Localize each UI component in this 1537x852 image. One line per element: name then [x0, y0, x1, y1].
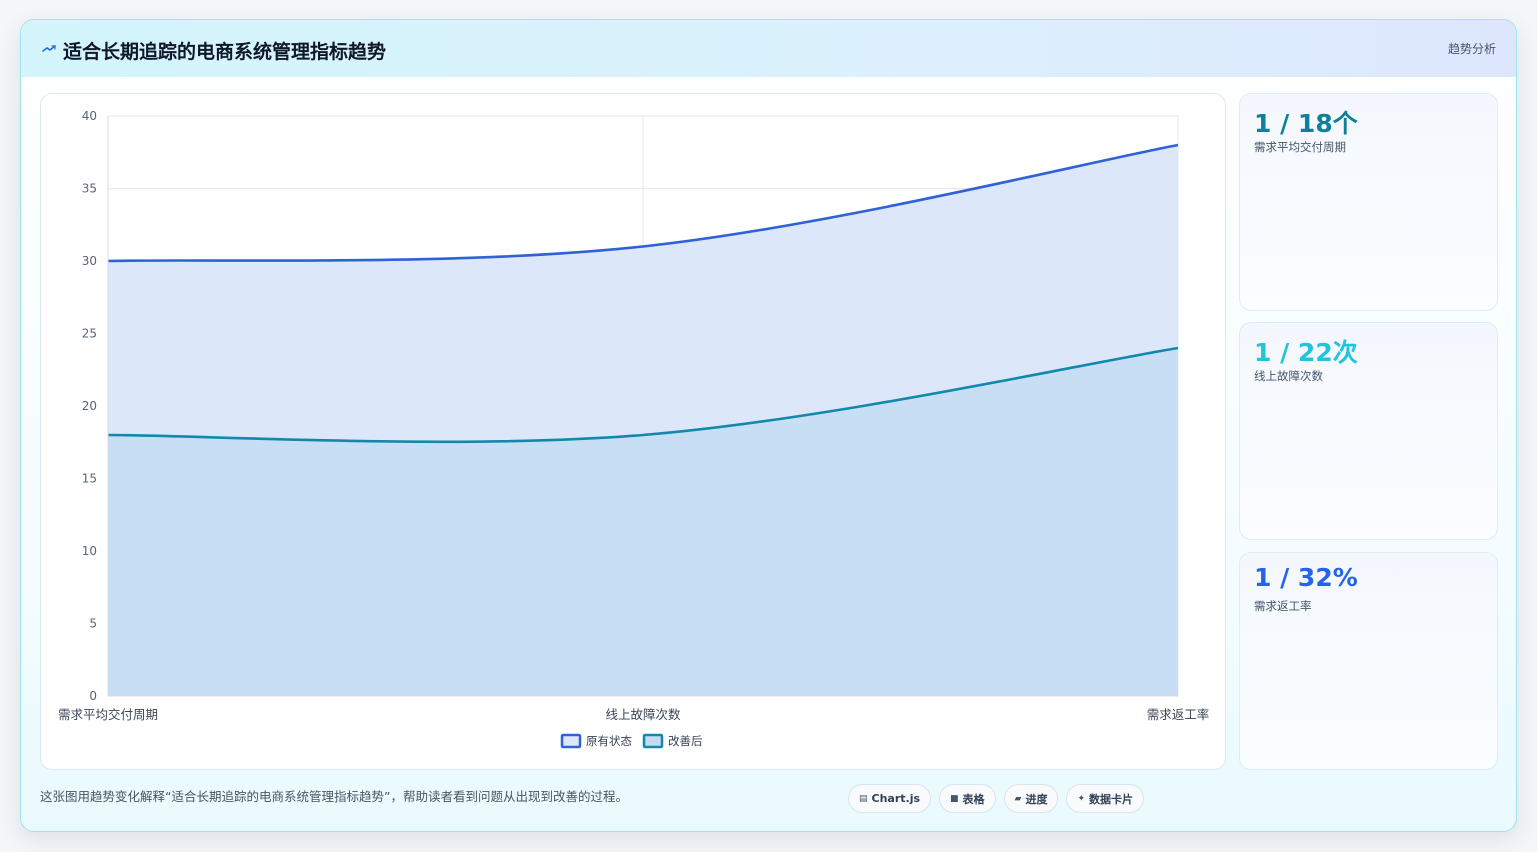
series-area-1	[108, 348, 1178, 696]
dashboard-card: 适合长期追踪的电商系统管理指标趋势 趋势分析 0 5 10 15 20 25 30 35 40 需…	[20, 19, 1517, 832]
chip-label: 数据卡片	[1089, 792, 1134, 806]
legend-label-1: 改善后	[668, 734, 703, 748]
chip-label: Chart.js	[871, 792, 921, 805]
stat-value: 1 / 32%	[1254, 563, 1358, 592]
legend-swatch-0	[560, 733, 582, 749]
x-tick-label: 线上故障次数	[605, 707, 681, 722]
table-icon: ■	[950, 793, 959, 804]
page-title: 适合长期追踪的电商系统管理指标趋势	[63, 41, 387, 63]
y-tick-label: 0	[89, 689, 97, 703]
y-tick-label: 30	[82, 254, 97, 268]
chip-label: 进度	[1025, 792, 1048, 806]
stat-card-rework-rate: 1 / 32% 需求返工率	[1239, 552, 1498, 770]
chip-data-card[interactable]: ✦ 数据卡片	[1066, 784, 1145, 813]
chart-icon: ▤	[859, 793, 868, 804]
y-tick-label: 35	[82, 182, 97, 196]
series-line-1	[107, 346, 1179, 444]
y-tick-label: 40	[82, 109, 97, 123]
chip-progress[interactable]: ▰ 进度	[1003, 784, 1059, 813]
legend-swatch-1	[642, 733, 664, 749]
stat-value: 1 / 22次	[1254, 338, 1358, 367]
stat-label: 需求返工率	[1254, 599, 1312, 613]
chip-label: 表格	[962, 792, 985, 806]
stat-label: 线上故障次数	[1254, 369, 1323, 383]
stat-label: 需求平均交付周期	[1254, 140, 1346, 154]
chart-description: 这张图用趋势变化解释“适合长期追踪的电商系统管理指标趋势”，帮助读者看到问题从出…	[40, 789, 628, 804]
trend-icon	[42, 45, 56, 52]
x-tick-label: 需求平均交付周期	[58, 707, 158, 722]
progress-icon: ▰	[1014, 793, 1022, 804]
tool-chips: ▤ Chart.js ■ 表格 ▰ 进度 ✦ 数据卡片	[848, 784, 1145, 813]
series-line-0	[107, 143, 1179, 263]
stat-value: 1 / 18个	[1254, 109, 1358, 138]
y-tick-label: 10	[82, 544, 97, 558]
y-tick-label: 15	[82, 472, 97, 486]
stat-card-delivery-cycle: 1 / 18个 需求平均交付周期	[1239, 93, 1498, 311]
chart-panel: 0 5 10 15 20 25 30 35 40 需求平均交付周期 线上故障次数 需求返工率原有状态 改…	[40, 93, 1226, 770]
x-tick-label: 需求返工率	[1147, 707, 1210, 722]
y-tick-label: 20	[82, 399, 97, 413]
sparkle-icon: ✦	[1077, 793, 1086, 804]
legend-label-0: 原有状态	[586, 734, 632, 748]
chip-chartjs[interactable]: ▤ Chart.js	[848, 784, 932, 813]
y-tick-label: 5	[89, 617, 97, 631]
stat-card-incidents: 1 / 22次 线上故障次数	[1239, 322, 1498, 540]
y-tick-label: 25	[82, 327, 97, 341]
trend-analysis-link[interactable]: 趋势分析	[1447, 42, 1496, 56]
chip-table[interactable]: ■ 表格	[939, 784, 996, 813]
card-header: 适合长期追踪的电商系统管理指标趋势 趋势分析	[21, 20, 1516, 77]
